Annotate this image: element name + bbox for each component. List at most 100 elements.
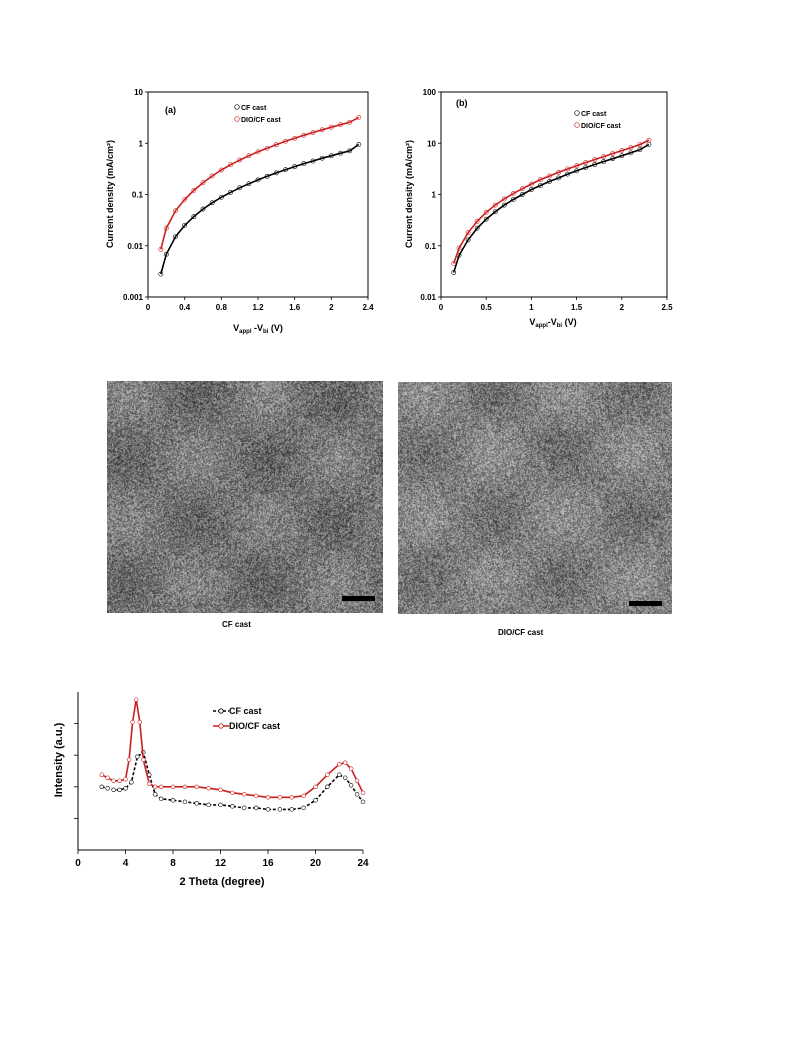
xrd-dio-point <box>242 792 247 797</box>
jv-b-ytick-label: 100 <box>423 88 437 97</box>
jv-b-xlabel: Vappl-Vbi (V) <box>529 317 576 329</box>
xrd-dio-point <box>182 784 188 789</box>
tem-image-dio-cf-cast <box>398 382 672 614</box>
xrd-dio-point <box>360 790 366 796</box>
xrd-cf-point <box>301 805 306 811</box>
xrd-cf-point <box>105 786 110 791</box>
jv-b-dio-point <box>583 160 589 165</box>
xrd-xtick-label: 24 <box>357 858 369 869</box>
jv-a-xtick-label: 1.6 <box>289 303 301 312</box>
xrd-legend: CF cast DIO/CF cast <box>213 706 280 731</box>
jv-b-xtick-label: 1.5 <box>571 303 583 312</box>
jv-b-legend-dio: DIO/CF cast <box>581 123 621 130</box>
xrd-dio-point <box>348 766 354 771</box>
jv-a-dio-point <box>218 167 224 173</box>
xrd-dio-point <box>99 772 104 777</box>
xrd-dio-point <box>313 784 318 789</box>
jv-a-cf-fit-line <box>160 143 360 275</box>
jv-b-dio-point <box>637 142 643 148</box>
jv-a-xtick-label: 2 <box>329 303 334 312</box>
jv-b-dio-point <box>547 173 552 179</box>
jv-a-cf-point <box>292 164 298 170</box>
xrd-cf-point <box>325 784 330 789</box>
xrd-cf-point <box>182 799 188 805</box>
jv-b-panel-label: (b) <box>456 98 468 108</box>
jv-a-dio-point <box>338 122 343 128</box>
tem-cf-scale-bar <box>342 596 375 601</box>
jv-a-xtick-label: 0 <box>146 303 151 312</box>
xrd-cf-point <box>242 805 247 811</box>
jv-b-cf-point <box>510 197 516 202</box>
jv-b-dio-point <box>492 202 498 208</box>
xrd-dio-point <box>126 757 132 762</box>
xrd-cf-point <box>342 775 348 780</box>
jv-a-cf-point <box>273 170 279 176</box>
jv-a-xtick-label: 2.4 <box>362 303 374 312</box>
jv-a-cf-point <box>264 173 270 179</box>
xrd-cf-point <box>99 784 104 789</box>
jv-a-dio-point <box>310 130 316 135</box>
jv-a-dio-point <box>319 127 325 133</box>
jv-b-xtick-label: 0 <box>439 303 444 312</box>
xrd-cf-point <box>277 807 283 812</box>
jv-b-cf-point <box>628 150 634 156</box>
jv-b-legend-cf: CF cast <box>581 111 607 118</box>
xrd-cf-point <box>313 798 318 803</box>
jv-b-ytick-label: 1 <box>432 191 437 200</box>
xrd-cf-point <box>253 805 259 811</box>
jv-b-dio-point <box>474 218 480 224</box>
jv-a-dio-point <box>246 153 252 159</box>
jv-b-dio-point <box>574 163 579 169</box>
xrd-dio-line <box>101 699 364 799</box>
xrd-cf-point <box>158 796 164 802</box>
jv-a-dio-point <box>182 197 188 202</box>
jv-b-dio-point <box>456 245 462 251</box>
xrd-dio-point <box>133 697 139 702</box>
xrd-cf-point <box>360 799 366 805</box>
xrd-dio-point <box>105 775 110 780</box>
jv-a-xtick-label: 1.2 <box>252 303 264 312</box>
jv-b-cf-fit-line <box>452 143 650 273</box>
xrd-cf-point <box>289 807 294 812</box>
jv-b-cf-point <box>538 183 543 188</box>
xrd-legend-cf: CF cast <box>229 706 262 716</box>
xrd-dio-point <box>218 787 223 793</box>
xrd-dio-point <box>342 760 348 765</box>
jv-b-dio-point <box>465 230 471 236</box>
xrd-legend-dio: DIO/CF cast <box>229 721 280 731</box>
jv-b-dio-point <box>601 154 607 159</box>
jv-b-dio-point <box>451 261 457 266</box>
jv-a-xtick-label: 0.8 <box>216 303 228 312</box>
xrd-xtick-label: 4 <box>123 858 129 869</box>
xrd-xtick-label: 12 <box>215 858 227 869</box>
jv-a-cf-point <box>182 222 188 228</box>
jv-a-dio-point <box>200 180 206 186</box>
jv-a-legend-dio-marker <box>234 116 240 122</box>
jv-b-xtick-label: 2 <box>620 303 625 312</box>
jv-b-dio-point <box>483 209 489 215</box>
jv-a-dio-point <box>328 124 334 130</box>
jv-b-dio-point <box>628 145 634 151</box>
jv-a-dio-point <box>292 135 298 141</box>
xrd-dio-point <box>170 784 176 789</box>
xrd-legend-cf-marker <box>218 708 224 714</box>
xrd-dio-point <box>277 795 283 800</box>
jv-a-cf-point <box>347 148 353 154</box>
xrd-cf-point <box>129 780 134 785</box>
jv-a-cf-point <box>200 206 206 212</box>
jv-b-cf-point <box>492 209 498 215</box>
jv-b-legend-dio-marker <box>574 122 580 128</box>
jv-a-legend-cf-marker <box>234 104 240 110</box>
xrd-legend-dio-marker <box>218 723 224 729</box>
xrd-cf-point <box>230 804 235 809</box>
jv-a-dio-point <box>255 149 261 155</box>
jv-b-cf-point <box>519 192 525 197</box>
jv-a-cf-point <box>255 177 261 183</box>
jv-b-xtick-label: 1 <box>529 303 534 312</box>
jv-b-dio-point <box>592 157 598 162</box>
xrd-dio-point <box>152 784 158 789</box>
jv-b-cf-point <box>483 216 489 222</box>
jv-b-plot-frame <box>440 91 668 298</box>
xrd-xtick-label: 8 <box>170 858 176 869</box>
